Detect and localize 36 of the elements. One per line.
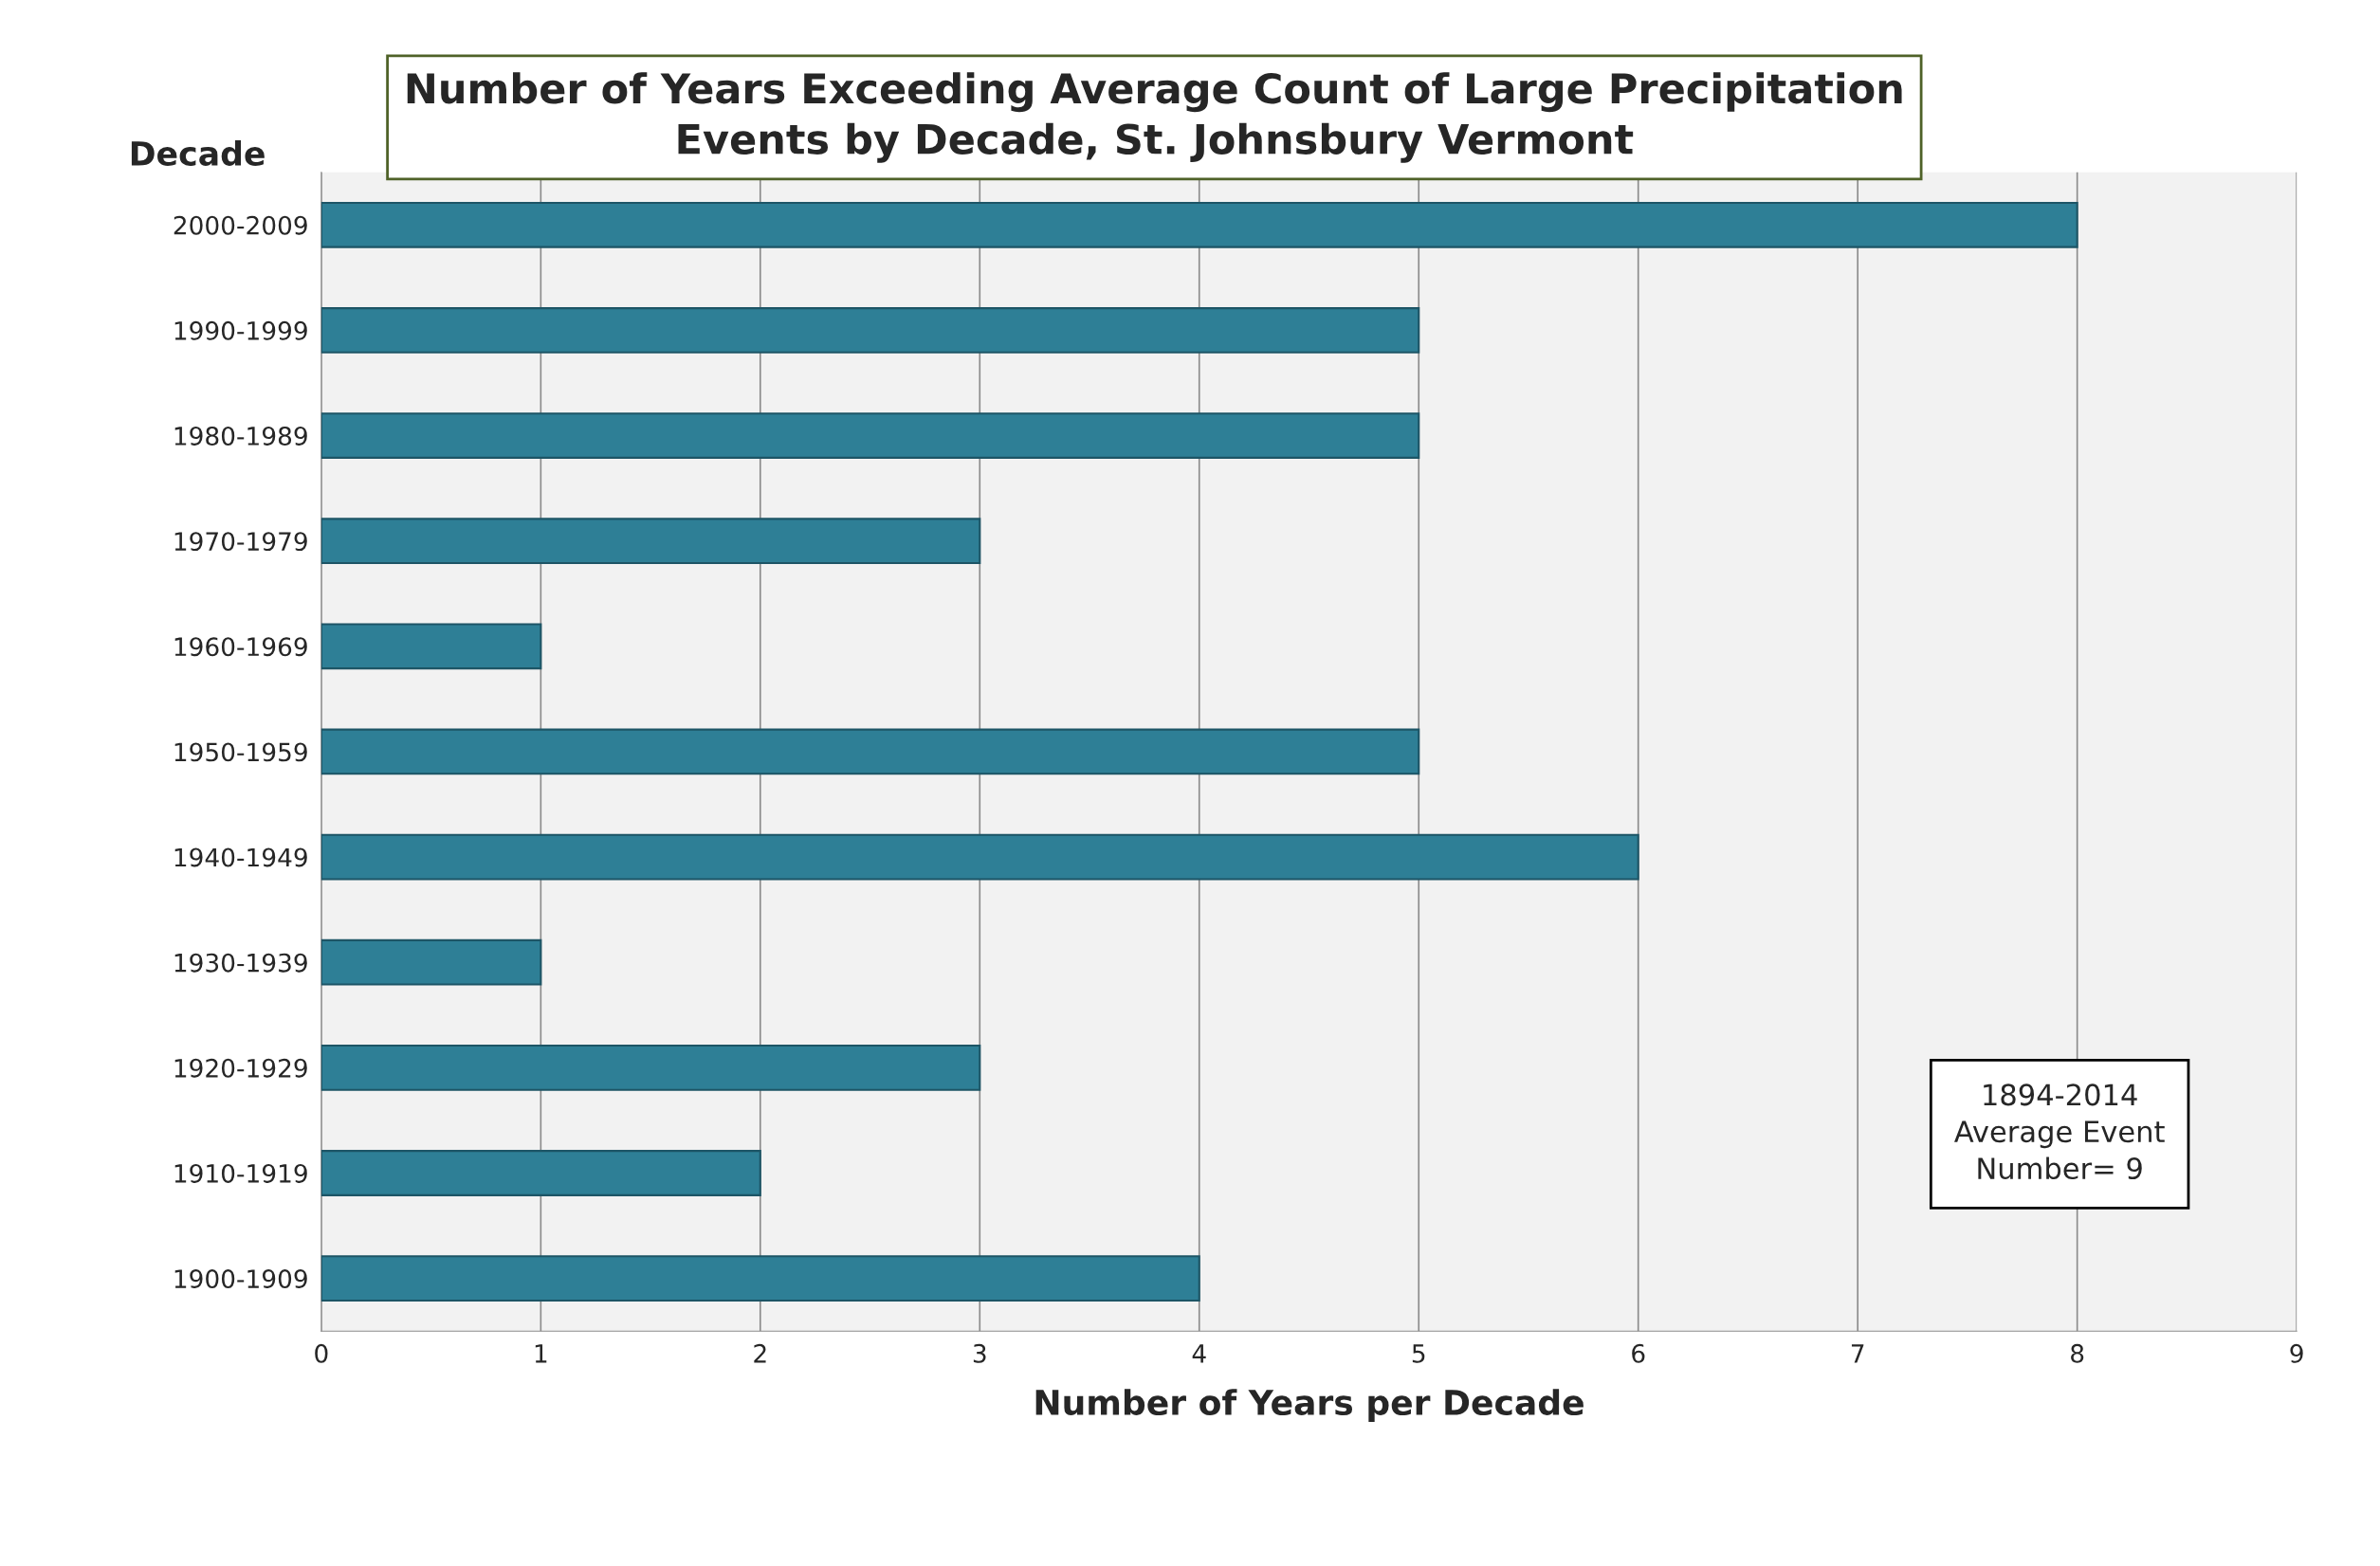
x-tick-label: 9 bbox=[2290, 1343, 2303, 1363]
bar bbox=[320, 938, 542, 986]
y-tick-label: 1980-1989 bbox=[174, 427, 307, 446]
x-tick-label: 6 bbox=[1632, 1343, 1645, 1363]
y-tick-label: 1990-1999 bbox=[174, 320, 307, 340]
x-axis-title: Number of Years per Decade bbox=[1035, 1389, 1584, 1423]
y-tick-label: 1910-1919 bbox=[174, 1163, 307, 1183]
y-tick-label: 1920-1929 bbox=[174, 1058, 307, 1078]
y-tick-label: 1900-1909 bbox=[174, 1269, 307, 1289]
x-tick-label: 5 bbox=[1412, 1344, 1425, 1363]
x-tick-label: 8 bbox=[2071, 1343, 2084, 1363]
bar bbox=[320, 1150, 761, 1196]
y-tick-label: 1950-1959 bbox=[174, 742, 307, 762]
x-tick-label: 3 bbox=[973, 1343, 986, 1363]
y-tick-label: 1930-1939 bbox=[174, 953, 307, 973]
bar bbox=[320, 833, 1639, 881]
x-tick-label: 2 bbox=[754, 1343, 766, 1363]
y-axis-title: Decade bbox=[131, 140, 265, 166]
bar bbox=[320, 728, 1420, 775]
bar bbox=[320, 201, 2078, 248]
chart-title: Number of Years Exceeding Average Count of Large Precipitation Events by Decade, St. Johnsbury Vermont bbox=[407, 72, 1902, 163]
bar bbox=[320, 623, 542, 670]
bar bbox=[320, 1255, 1200, 1302]
x-tick-label: 1 bbox=[535, 1344, 547, 1363]
y-tick-label: 1940-1949 bbox=[174, 847, 307, 867]
x-tick-label: 7 bbox=[1851, 1344, 1864, 1363]
y-tick-label: 2000-2009 bbox=[174, 215, 307, 235]
bar bbox=[320, 1044, 981, 1091]
bar bbox=[320, 412, 1420, 459]
y-tick-label: 1960-1969 bbox=[174, 637, 307, 657]
x-tick-label: 4 bbox=[1192, 1344, 1206, 1363]
annotation: 1894-2014 Average Event Number= 9 bbox=[1954, 1083, 2165, 1180]
y-tick-label: 1970-1979 bbox=[174, 532, 307, 552]
x-tick-label: 0 bbox=[315, 1343, 328, 1363]
bar bbox=[320, 307, 1420, 354]
bar bbox=[320, 518, 981, 565]
